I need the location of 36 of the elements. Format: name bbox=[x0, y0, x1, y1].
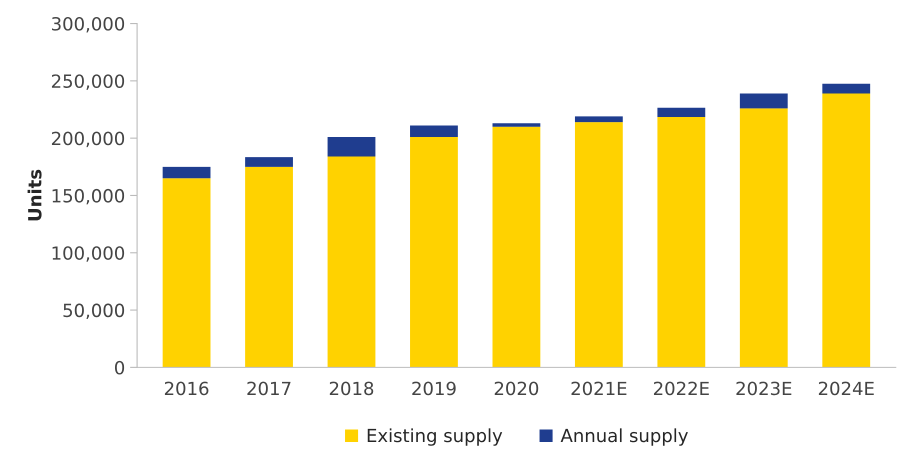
bar bbox=[657, 116, 706, 368]
bar bbox=[410, 126, 458, 138]
y-tick-label: 50,000 bbox=[64, 304, 124, 320]
x-tick-label: 2024E bbox=[818, 382, 874, 396]
x-tick-label: 2020 bbox=[494, 382, 538, 396]
x-tick-label: 2016 bbox=[164, 382, 208, 396]
y-tick-label: 200,000 bbox=[52, 132, 124, 148]
y-axis-title: Units bbox=[28, 170, 42, 220]
bar bbox=[162, 166, 210, 178]
y-tick-label: 0 bbox=[114, 360, 124, 374]
bar bbox=[740, 93, 788, 108]
x-tick-label: 2023E bbox=[736, 382, 792, 396]
x-tick-label: 2021E bbox=[572, 382, 626, 396]
legend-label: Existing supply bbox=[368, 428, 502, 446]
legend-label: Annual supply bbox=[560, 428, 688, 446]
x-tick-label: 2018 bbox=[330, 382, 374, 396]
x-tick-label: 2019 bbox=[412, 382, 456, 396]
bar bbox=[245, 166, 293, 368]
bar bbox=[410, 137, 458, 368]
bar bbox=[822, 93, 870, 368]
bar bbox=[822, 84, 870, 94]
y-tick-label: 100,000 bbox=[52, 246, 124, 262]
x-tick-label: 2017 bbox=[247, 382, 290, 396]
bar bbox=[492, 126, 540, 368]
y-tick-label: 300,000 bbox=[52, 17, 124, 33]
bar bbox=[574, 122, 623, 368]
bar bbox=[245, 157, 293, 167]
bar bbox=[328, 156, 376, 368]
bar bbox=[162, 178, 210, 368]
bar bbox=[574, 116, 623, 122]
x-tick-label: 2022E bbox=[654, 382, 709, 396]
bar bbox=[740, 108, 788, 368]
bar bbox=[328, 137, 376, 156]
y-tick-label: 250,000 bbox=[52, 74, 124, 90]
bar bbox=[657, 108, 706, 117]
y-tick-label: 150,000 bbox=[52, 188, 124, 204]
